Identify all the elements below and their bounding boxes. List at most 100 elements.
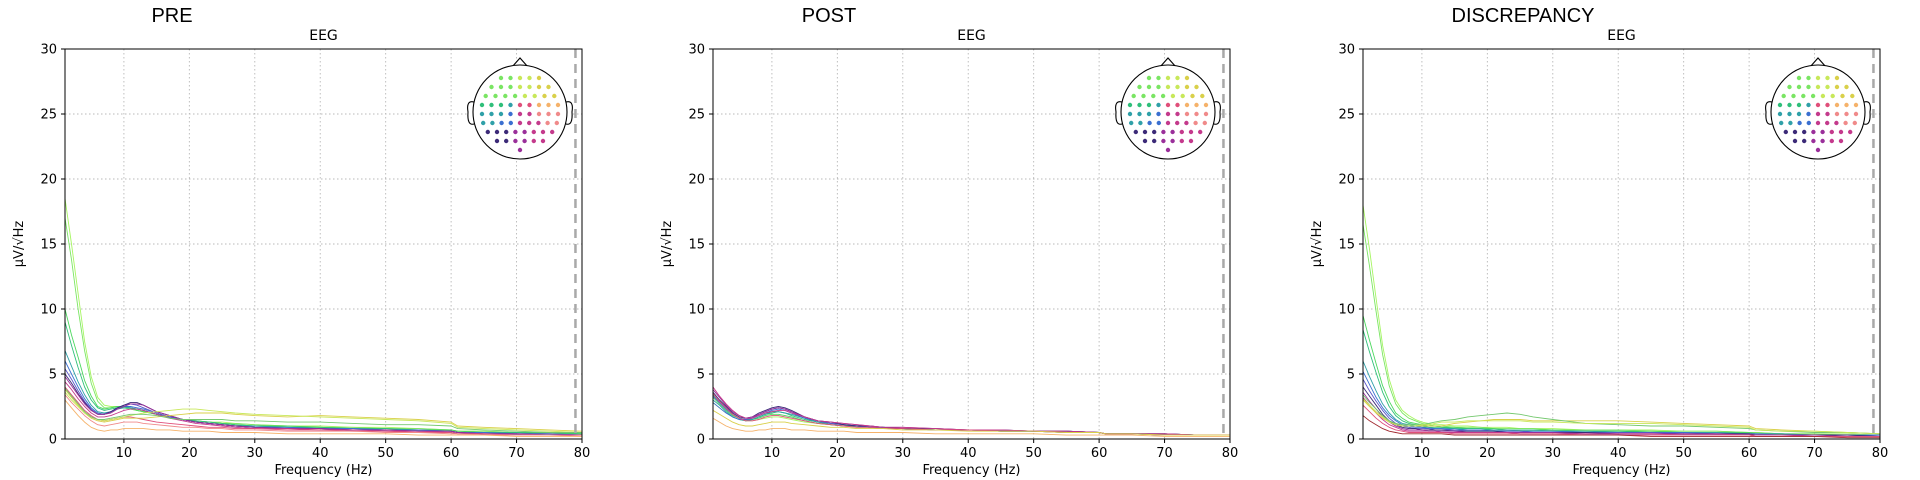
- x-tick-label: 40: [312, 446, 329, 461]
- sensor-dot: [1853, 111, 1859, 117]
- sensor-dot: [1825, 84, 1830, 90]
- sensor-dot: [540, 129, 546, 135]
- x-tick-label: 30: [895, 446, 912, 461]
- panel-title: DISCREPANCY: [1452, 5, 1595, 27]
- sensor-dot: [1193, 120, 1198, 126]
- sensor-dot: [1175, 102, 1180, 108]
- sensor-dot: [536, 102, 542, 108]
- sensor-dot: [1830, 93, 1835, 99]
- sensor-dot: [1820, 138, 1825, 144]
- y-tick-label: 15: [688, 238, 705, 253]
- sensor-dot: [1815, 120, 1821, 126]
- sensor-dot: [1179, 138, 1185, 144]
- sensor-dot: [1838, 129, 1844, 135]
- sensor-dot: [1796, 75, 1802, 81]
- sensor-dot: [1156, 120, 1162, 126]
- sensor-dot: [1787, 102, 1792, 108]
- psd-trace: [65, 387, 582, 433]
- sensor-dot: [1165, 120, 1171, 126]
- psd-trace: [65, 217, 582, 435]
- psd-trace: [1363, 404, 1880, 437]
- sensor-dot: [1834, 111, 1840, 117]
- psd-trace: [1363, 224, 1880, 436]
- channel-type-title: EEG: [1607, 28, 1636, 44]
- x-tick-label: 80: [574, 446, 591, 461]
- psd-trace: [713, 409, 1230, 436]
- y-tick-label: 10: [688, 303, 705, 318]
- sensor-dot: [508, 84, 513, 90]
- sensor-dot: [489, 84, 494, 90]
- x-tick-label: 10: [1414, 446, 1431, 461]
- psd-trace: [713, 391, 1230, 436]
- left-ear-outline: [467, 101, 475, 125]
- sensor-dot: [1146, 75, 1152, 81]
- sensor-dot: [1175, 120, 1180, 126]
- y-tick-label: 15: [1338, 238, 1355, 253]
- sensor-dot: [1815, 147, 1821, 153]
- sensor-dot: [1127, 111, 1133, 117]
- sensor-dot: [1127, 102, 1133, 108]
- sensor-dot: [1161, 138, 1166, 144]
- sensor-dot: [1787, 84, 1792, 90]
- sensor-dot: [1848, 129, 1853, 135]
- sensor-dot: [1806, 75, 1811, 81]
- sensor-dot: [1788, 120, 1793, 126]
- sensor-dot: [1806, 111, 1811, 117]
- sensor-dot: [517, 111, 523, 117]
- sensor-dot: [1825, 75, 1830, 81]
- psd-trace: [65, 308, 582, 435]
- psd-trace: [65, 198, 582, 435]
- x-tick-label: 80: [1872, 446, 1889, 461]
- sensor-dot: [498, 75, 504, 81]
- sensor-dot: [546, 111, 551, 117]
- sensor-dot: [1165, 147, 1171, 153]
- sensor-dot: [1838, 138, 1844, 144]
- x-tick-label: 30: [1545, 446, 1562, 461]
- sensor-dot: [485, 129, 490, 135]
- sensor-dot: [517, 84, 523, 90]
- sensor-dot: [1161, 129, 1166, 135]
- sensor-dot: [1156, 84, 1161, 90]
- sensor-dot: [517, 102, 523, 108]
- sensor-dot: [527, 111, 532, 117]
- sensor-dot: [508, 75, 513, 81]
- right-ear-outline: [1863, 101, 1871, 125]
- sensor-dot: [555, 102, 561, 108]
- psd-traces: [1363, 204, 1880, 439]
- sensor-dot: [1156, 102, 1161, 108]
- psd-trace: [713, 394, 1230, 436]
- sensor-dot: [1844, 102, 1849, 108]
- sensor-dot: [1152, 129, 1157, 135]
- sensor-dot: [1203, 102, 1209, 108]
- x-tick-label: 20: [829, 446, 846, 461]
- y-tick-label: 30: [40, 43, 57, 58]
- psd-trace: [65, 399, 582, 437]
- sensor-dot: [527, 84, 532, 90]
- sensor-dot: [1194, 102, 1199, 108]
- sensor-dot: [1198, 129, 1203, 135]
- panel-title: POST: [802, 5, 856, 27]
- right-ear-outline: [565, 101, 573, 125]
- panel-title: PRE: [151, 5, 192, 27]
- sensor-dot: [1142, 129, 1148, 135]
- sensor-dot: [489, 111, 494, 117]
- y-tick-label: 0: [1347, 433, 1355, 448]
- panel-pre: PRE EEG 10 20 30 40 50 60 70 80 0 5 10 15 20 25 30 Freque…: [12, 5, 590, 478]
- sensor-dot: [1146, 102, 1152, 108]
- channel-type-title: EEG: [957, 28, 986, 44]
- sensor-dot: [1188, 129, 1194, 135]
- sensor-dot: [1843, 120, 1848, 126]
- sensor-dot: [1175, 75, 1180, 81]
- x-tick-label: 80: [1222, 446, 1239, 461]
- y-axis-label: µV/√Hz: [660, 221, 675, 268]
- x-tick-label: 40: [960, 446, 977, 461]
- sensor-dot: [1137, 102, 1142, 108]
- sensor-dot: [1141, 93, 1146, 99]
- sensor-dot: [1165, 111, 1171, 117]
- sensor-dot: [1844, 84, 1849, 90]
- sensor-dot: [1190, 93, 1195, 99]
- sensor-dot: [517, 120, 523, 126]
- x-tick-label: 10: [116, 446, 133, 461]
- psd-trace: [65, 394, 582, 437]
- sensor-dot: [489, 102, 494, 108]
